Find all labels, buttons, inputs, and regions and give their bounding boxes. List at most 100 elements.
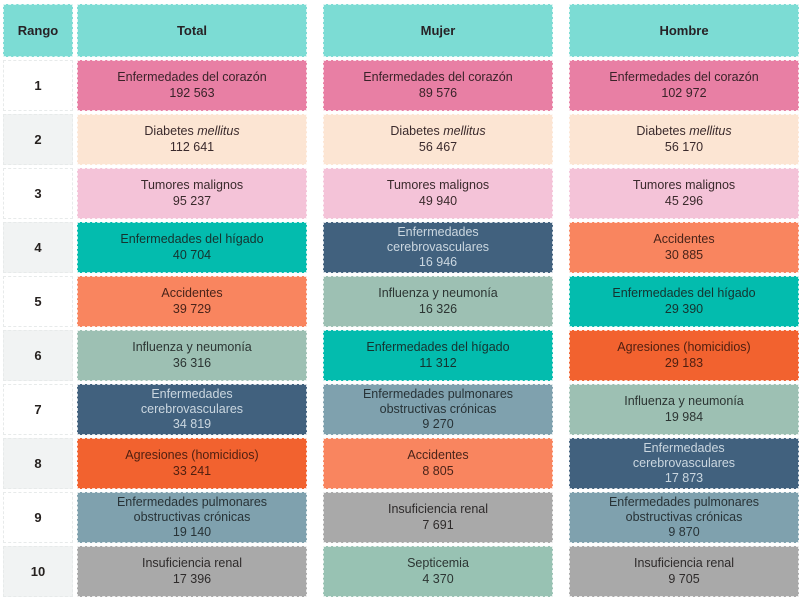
cause-cell-copd: Enfermedades pulmonares obstructivas cró… [323,384,553,435]
cause-label: Diabetes mellitus [390,124,486,139]
death-count: 29 183 [664,355,704,370]
cause-cell-heart: Enfermedades del corazón 192 563 [77,60,307,111]
column-header-hombre: Hombre [569,4,799,57]
cause-cell-influenza: Influenza y neumonía 36 316 [77,330,307,381]
death-count: 30 885 [664,247,704,262]
death-count: 112 641 [169,139,215,154]
death-count: 9 705 [668,571,700,586]
death-count: 95 237 [172,193,212,208]
cause-cell-heart: Enfermedades del corazón 89 576 [323,60,553,111]
cause-cell-renal: Insuficiencia renal 7 691 [323,492,553,543]
cause-label: Tumores malignos [632,178,736,193]
cause-cell-cerebrovascular: Enfermedades cerebrovasculares 34 819 [77,384,307,435]
rank-cell-10: 10 [3,546,73,597]
death-count: 45 296 [664,193,704,208]
death-count: 102 972 [661,85,707,100]
death-count: 33 241 [172,463,212,478]
death-count: 39 729 [172,301,212,316]
cause-label: Accidentes [653,232,715,247]
death-count: 36 316 [172,355,212,370]
rank-cell-9: 9 [3,492,73,543]
column-header-total: Total [77,4,307,57]
cause-label: Insuficiencia renal [387,502,489,517]
cause-cell-diabetes: Diabetes mellitus 56 170 [569,114,799,165]
cause-label: Influenza y neumonía [624,394,744,409]
cause-cell-tumors: Tumores malignos 49 940 [323,168,553,219]
death-count: 16 326 [418,301,458,316]
death-count: 56 170 [664,139,704,154]
cause-label: Accidentes [407,448,469,463]
cause-label: Enfermedades del corazón [117,70,267,85]
cause-cell-copd: Enfermedades pulmonares obstructivas cró… [77,492,307,543]
rank-cell-3: 3 [3,168,73,219]
cause-cell-aggressions: Agresiones (homicidios) 29 183 [569,330,799,381]
cause-label: Enfermedades pulmonares obstructivas cró… [608,494,760,524]
death-count: 19 984 [664,409,704,424]
death-count: 29 390 [664,301,704,316]
cause-label: Enfermedades cerebrovasculares [140,386,244,416]
cause-cell-renal: Insuficiencia renal 17 396 [77,546,307,597]
cause-cell-influenza: Influenza y neumonía 16 326 [323,276,553,327]
cause-cell-liver: Enfermedades del hígado 29 390 [569,276,799,327]
cause-cell-cerebrovascular: Enfermedades cerebrovasculares 17 873 [569,438,799,489]
death-count: 9 870 [668,525,700,540]
cause-cell-tumors: Tumores malignos 45 296 [569,168,799,219]
death-count: 11 312 [419,355,457,370]
cause-cell-accidents: Accidentes 8 805 [323,438,553,489]
cause-label: Tumores malignos [386,178,490,193]
cause-label: Influenza y neumonía [132,340,252,355]
cause-label: Accidentes [161,286,223,301]
cause-label: Agresiones (homicidios) [617,340,751,355]
cause-label: Enfermedades pulmonares obstructivas cró… [116,494,268,524]
cause-label: Enfermedades del hígado [120,232,264,247]
death-count: 19 140 [172,525,212,540]
death-count: 4 370 [422,571,454,586]
rank-cell-8: 8 [3,438,73,489]
cause-cell-influenza: Influenza y neumonía 19 984 [569,384,799,435]
rank-column-header: Rango [3,4,73,57]
death-count: 17 873 [664,471,704,486]
cause-cell-septicemia: Septicemia 4 370 [323,546,553,597]
death-count: 17 396 [172,571,212,586]
cause-cell-liver: Enfermedades del hígado 11 312 [323,330,553,381]
death-count: 8 805 [422,463,454,478]
cause-label: Enfermedades del corazón [609,70,759,85]
cause-cell-diabetes: Diabetes mellitus 112 641 [77,114,307,165]
rank-cell-4: 4 [3,222,73,273]
cause-cell-accidents: Accidentes 39 729 [77,276,307,327]
rank-cell-1: 1 [3,60,73,111]
cause-label: Diabetes mellitus [636,124,732,139]
cause-label: Tumores malignos [140,178,244,193]
cause-label: Influenza y neumonía [378,286,498,301]
cause-label: Insuficiencia renal [633,556,735,571]
cause-label: Enfermedades del hígado [612,286,756,301]
column-total: Total Enfermedades del corazón 192 563 Dia… [77,4,307,600]
cause-label: Enfermedades cerebrovasculares [632,440,736,470]
cause-cell-liver: Enfermedades del hígado 40 704 [77,222,307,273]
death-count: 56 467 [418,139,458,154]
death-count: 34 819 [172,417,212,432]
cause-label: Insuficiencia renal [141,556,243,571]
cause-cell-accidents: Accidentes 30 885 [569,222,799,273]
column-hombre: Hombre Enfermedades del corazón 102 972 Di… [569,4,799,600]
death-count: 7 691 [422,517,454,532]
death-count: 40 704 [172,247,212,262]
cause-cell-renal: Insuficiencia renal 9 705 [569,546,799,597]
cause-cell-cerebrovascular: Enfermedades cerebrovasculares 16 946 [323,222,553,273]
column-header-mujer: Mujer [323,4,553,57]
cause-cell-diabetes: Diabetes mellitus 56 467 [323,114,553,165]
rank-column: Rango 1 2 3 4 5 6 7 8 9 10 [3,4,73,600]
cause-label: Agresiones (homicidios) [125,448,259,463]
rank-cell-6: 6 [3,330,73,381]
death-count: 16 946 [418,255,458,270]
cause-label: Diabetes mellitus [144,124,240,139]
cause-label: Septicemia [407,556,469,571]
death-count: 192 563 [169,85,215,100]
cause-cell-aggressions: Agresiones (homicidios) 33 241 [77,438,307,489]
cause-cell-heart: Enfermedades del corazón 102 972 [569,60,799,111]
cause-cell-tumors: Tumores malignos 95 237 [77,168,307,219]
rank-cell-2: 2 [3,114,73,165]
rank-cell-5: 5 [3,276,73,327]
column-mujer: Mujer Enfermedades del corazón 89 576 Diab… [323,4,553,600]
cause-label: Enfermedades del hígado [366,340,510,355]
